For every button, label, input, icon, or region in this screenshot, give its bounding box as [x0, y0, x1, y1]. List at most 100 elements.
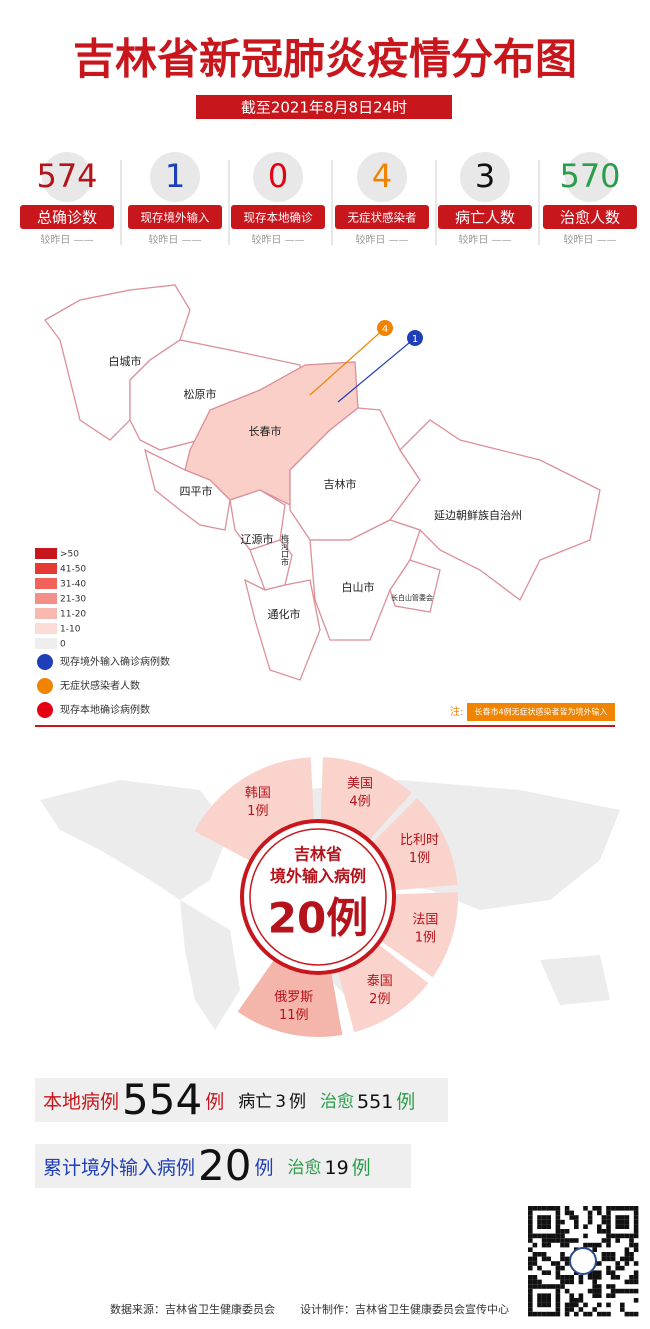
qr-cell [551, 1311, 556, 1317]
legend-dot [37, 702, 53, 718]
scale-label: 1-10 [60, 625, 81, 635]
note-text: 长春市4例无症状感染者皆为境外输入 [474, 707, 607, 717]
qr-cell [541, 1270, 547, 1275]
scale-label: 21-30 [60, 595, 86, 605]
summary-row: 本地病例554 例病亡 3 例治愈 551 例 [43, 1075, 415, 1124]
qr-cell [624, 1252, 630, 1257]
qr-cell [610, 1293, 616, 1298]
qr-cell [537, 1252, 542, 1257]
qr-cell [537, 1293, 542, 1298]
qr-cell [564, 1307, 570, 1312]
qr-cell [606, 1256, 611, 1262]
qr-cell [592, 1206, 597, 1211]
qr-cell [583, 1302, 588, 1308]
qr-cell [624, 1279, 630, 1285]
scale-swatch [35, 593, 57, 604]
qr-cell [574, 1238, 579, 1243]
qr-cell [601, 1219, 607, 1225]
qr-cell [578, 1298, 584, 1303]
qr-cell [528, 1206, 533, 1211]
stat-label: 现存境外输入 [141, 211, 210, 225]
summary-part: 病亡 [238, 1092, 272, 1112]
qr-cell [532, 1242, 538, 1248]
summary: 本地病例554 例病亡 3 例治愈 551 例累计境外输入病例20 例治愈 19 例 [35, 1075, 448, 1190]
qr-cell [597, 1224, 602, 1229]
qr-cell [528, 1284, 533, 1289]
qr-cell [610, 1206, 616, 1211]
qr-cell [615, 1288, 620, 1294]
qr-cell [541, 1224, 547, 1229]
qr-cell [633, 1233, 639, 1239]
qr-cell [633, 1298, 639, 1303]
qr-cell [578, 1275, 584, 1280]
qr-cell [597, 1261, 602, 1266]
qr-cell [610, 1252, 616, 1257]
qr-cell [532, 1206, 538, 1211]
qr-cell [606, 1233, 611, 1239]
qr-cell [620, 1307, 625, 1312]
qr-cell [615, 1215, 620, 1220]
qr-cell [532, 1279, 538, 1285]
country-name: 法国 [412, 912, 438, 927]
qr-cell [633, 1288, 639, 1294]
qr-cell [564, 1279, 570, 1285]
qr-cell [620, 1233, 625, 1239]
qr-cell [601, 1229, 607, 1234]
stat-change: 较昨日 —— [40, 233, 93, 246]
qr-cell [564, 1256, 570, 1262]
title: 吉林省新冠肺炎疫情分布图 [73, 35, 577, 84]
stat-bubble [460, 152, 510, 202]
qr-cell [597, 1210, 602, 1216]
qr-logo [569, 1247, 597, 1275]
qr-cell [615, 1238, 620, 1243]
qr-cell [541, 1293, 547, 1298]
qr-cell [546, 1284, 551, 1289]
qr-cell [629, 1252, 634, 1257]
stat-value: 570 [559, 157, 620, 195]
qr-cell [555, 1229, 561, 1234]
qr-cell [541, 1233, 547, 1239]
summary-part: 例 [289, 1092, 306, 1112]
qr-cell [624, 1247, 630, 1252]
qr-cell [555, 1233, 561, 1239]
qr-cell [546, 1298, 551, 1303]
country-count: 1例 [247, 804, 268, 819]
qr-cell [601, 1215, 607, 1220]
qr-cell [555, 1288, 561, 1294]
qr-cell [597, 1270, 602, 1275]
qr-cell [569, 1302, 574, 1308]
qr-cell [560, 1265, 565, 1271]
qr-cell [629, 1311, 634, 1317]
country-count: 11例 [279, 1008, 309, 1023]
qr-cell [541, 1298, 547, 1303]
qr-cell [610, 1256, 616, 1262]
scale-label: 31-40 [60, 580, 86, 590]
qr-cell [546, 1219, 551, 1225]
qr-cell [541, 1215, 547, 1220]
qr-cell [555, 1302, 561, 1308]
stat-change: 较昨日 —— [148, 233, 201, 246]
note-box [467, 703, 615, 721]
qr-cell [620, 1265, 625, 1271]
stat-label: 治愈人数 [560, 209, 620, 227]
qr-cell [606, 1284, 611, 1289]
qr-cell [574, 1215, 579, 1220]
summary-part: 例 [396, 1091, 415, 1113]
qr-cell [528, 1210, 533, 1216]
qr-cell [587, 1242, 593, 1248]
qr-cell [624, 1311, 630, 1317]
legend-label: 现存境外输入确诊病例数 [60, 655, 170, 668]
qr-cell [597, 1206, 602, 1211]
qr-cell [629, 1242, 634, 1248]
qr-cell [560, 1233, 565, 1239]
qr-cell [601, 1238, 607, 1243]
qr-cell [633, 1242, 639, 1248]
scale-swatch [35, 548, 57, 559]
qr-cell [606, 1265, 611, 1271]
qr-cell [587, 1275, 593, 1280]
qr-cell [537, 1311, 542, 1317]
region-label: 延边朝鲜族自治州 [434, 508, 522, 522]
qr-cell [537, 1302, 542, 1308]
marker-line [337, 337, 416, 403]
qr-cell [615, 1233, 620, 1239]
